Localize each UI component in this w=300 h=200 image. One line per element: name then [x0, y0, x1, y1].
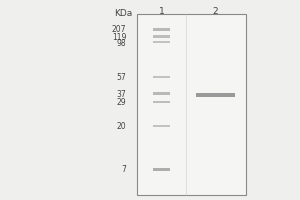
Bar	[153, 35, 169, 38]
Bar	[136, 14, 246, 195]
Text: 207: 207	[112, 25, 126, 34]
Text: KDa: KDa	[114, 9, 132, 18]
Text: 29: 29	[116, 98, 126, 107]
Bar	[153, 101, 169, 103]
Bar	[153, 28, 169, 31]
Text: 119: 119	[112, 33, 126, 42]
Bar	[153, 168, 169, 171]
Text: 2: 2	[212, 7, 218, 16]
Text: 37: 37	[116, 90, 126, 99]
Bar	[153, 41, 169, 43]
Text: 7: 7	[121, 165, 126, 174]
Text: 20: 20	[116, 122, 126, 131]
Bar	[153, 92, 169, 95]
Text: 1: 1	[158, 7, 164, 16]
Text: 98: 98	[116, 39, 126, 48]
Bar	[196, 93, 235, 97]
Text: 57: 57	[116, 73, 126, 82]
Bar	[153, 76, 169, 78]
Bar	[153, 125, 169, 127]
